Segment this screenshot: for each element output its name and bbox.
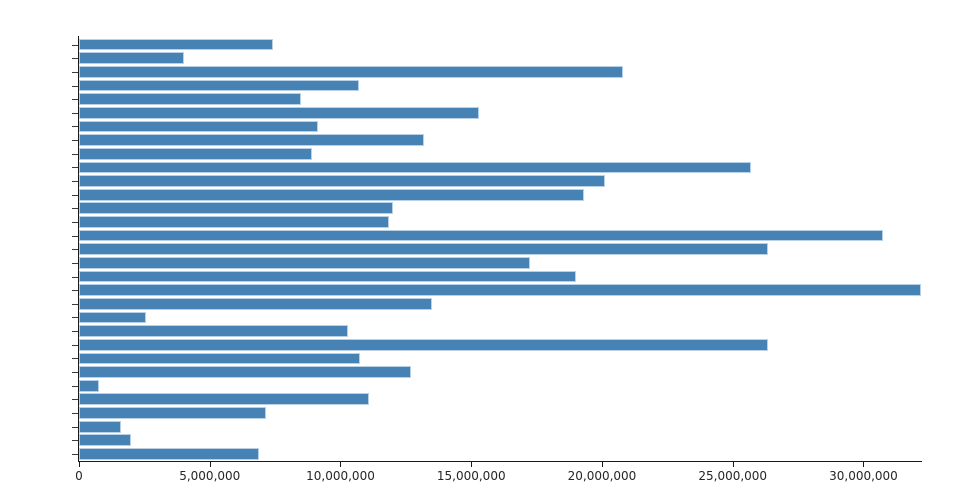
bar <box>79 311 146 324</box>
x-tick <box>732 462 734 467</box>
y-tick <box>72 440 78 442</box>
y-tick <box>72 249 78 251</box>
bar <box>79 393 370 406</box>
bar <box>79 93 302 106</box>
bar <box>79 229 884 242</box>
y-tick <box>72 453 78 455</box>
y-tick <box>72 167 78 169</box>
y-axis-line <box>78 36 79 461</box>
bar <box>79 448 260 460</box>
x-tick <box>863 462 865 467</box>
x-tick-label: 10,000,000 <box>306 469 375 483</box>
y-tick <box>72 372 78 374</box>
x-tick-label: 5,000,000 <box>179 469 241 483</box>
x-tick <box>209 462 211 467</box>
bar <box>79 79 359 92</box>
bar <box>79 379 99 392</box>
y-tick <box>72 426 78 428</box>
x-tick <box>79 462 80 467</box>
y-tick <box>72 331 78 333</box>
x-tick-label: 20,000,000 <box>567 469 637 483</box>
x-tick-label: 25,000,000 <box>698 469 768 483</box>
bar <box>79 52 184 65</box>
y-tick <box>72 412 78 414</box>
y-tick <box>72 344 78 346</box>
x-tick <box>601 462 603 467</box>
y-tick <box>72 208 78 210</box>
y-tick <box>72 262 78 264</box>
y-tick <box>72 317 78 319</box>
y-tick <box>72 153 78 155</box>
bar <box>79 284 921 297</box>
y-tick <box>72 58 78 60</box>
bar <box>79 352 361 365</box>
y-tick <box>72 276 78 278</box>
bar <box>79 38 273 51</box>
y-tick <box>72 85 78 87</box>
y-tick <box>72 71 78 73</box>
x-tick-label: 0 <box>75 469 83 483</box>
y-tick <box>72 140 78 142</box>
bar <box>79 120 319 133</box>
bar <box>79 188 584 201</box>
x-tick <box>471 462 473 467</box>
bar <box>79 297 432 310</box>
y-tick <box>72 358 78 360</box>
bar <box>79 65 623 78</box>
x-axis-line <box>78 461 922 462</box>
bar <box>79 216 389 228</box>
bar <box>79 434 132 447</box>
y-tick <box>72 303 78 305</box>
y-tick <box>72 399 78 401</box>
bar <box>79 243 769 256</box>
bar <box>79 420 121 433</box>
y-tick <box>72 194 78 196</box>
y-tick <box>72 112 78 114</box>
bar <box>79 257 531 269</box>
y-tick <box>72 235 78 237</box>
x-tick-label: 30,000,000 <box>829 469 898 483</box>
bar <box>79 106 480 119</box>
y-tick <box>72 221 78 223</box>
bar <box>79 175 605 187</box>
y-tick <box>72 44 78 46</box>
y-tick <box>72 126 78 128</box>
bar <box>79 325 349 337</box>
y-tick <box>72 290 78 292</box>
bar <box>79 134 425 146</box>
plot-area <box>79 38 921 461</box>
bar <box>79 270 576 283</box>
bar <box>79 161 752 174</box>
y-tick <box>72 385 78 387</box>
bar <box>79 366 412 378</box>
y-tick <box>72 181 78 183</box>
y-tick <box>72 99 78 101</box>
bar <box>79 338 769 351</box>
bar <box>79 147 312 160</box>
bar <box>79 407 266 419</box>
x-tick-label: 15,000,000 <box>436 469 506 483</box>
x-tick <box>340 462 342 467</box>
bar <box>79 202 393 215</box>
